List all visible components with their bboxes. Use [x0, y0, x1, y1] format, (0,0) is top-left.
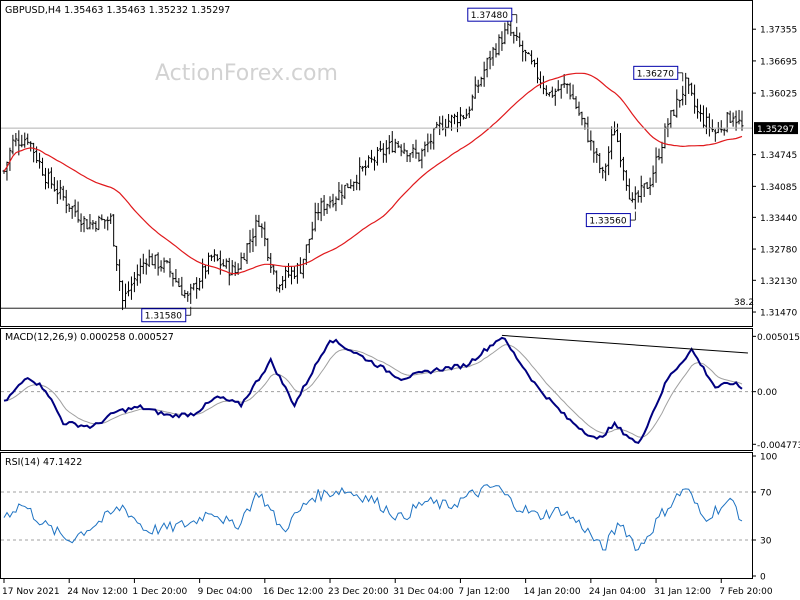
time-axis-label: 24 Nov 12:00: [67, 587, 128, 597]
price-axis-label: 1.31470: [760, 309, 797, 319]
time-axis-label: 14 Jan 20:00: [524, 587, 581, 597]
price-axis-label: 1.34085: [760, 183, 797, 193]
macd-axis-label: 0.00: [757, 388, 777, 398]
swing-label-text: 1.31580: [145, 312, 182, 322]
rsi-chart-title: RSI(14) 47.1422: [5, 457, 82, 468]
moving-average-line: [3, 72, 743, 275]
rsi-panel-frame: [0, 452, 753, 579]
price-axis-label: 1.33440: [760, 214, 797, 224]
rsi-axis-label: 70: [760, 489, 772, 499]
rsi-axis-label: 100: [760, 453, 777, 463]
time-axis-label: 7 Feb 20:00: [719, 587, 773, 597]
swing-label-text: 1.36270: [637, 69, 674, 79]
time-axis-label: 17 Nov 2021: [2, 587, 60, 597]
macd-panel-frame: [0, 328, 753, 451]
axis-layer: 1.37355 1.36695 1.36025 1.35297 1.34745 1.340…: [2, 26, 800, 597]
price-axis-label: 1.32130: [760, 277, 797, 287]
macd-signal-line: [3, 344, 743, 438]
macd-axis-label: -0.004773: [757, 441, 800, 451]
rsi-axis-label: 30: [760, 537, 772, 547]
price-layer: 38.2 1.37480 1.36270 1.33560 1.31580: [1, 7, 754, 323]
time-axis-label: 23 Dec 20:00: [328, 587, 389, 597]
price-chart-title: GBPUSD,H4 1.35463 1.35463 1.35232 1.3529…: [5, 5, 230, 16]
time-axis-label: 7 Jan 12:00: [458, 587, 510, 597]
swing-label-box: [467, 7, 513, 22]
price-axis-label: 1.34745: [760, 151, 797, 161]
price-panel-frame: [0, 0, 753, 327]
price-axis-label: 1.32780: [760, 246, 797, 256]
macd-chart-title: MACD(12,26,9) 0.000258 0.000527: [5, 332, 174, 343]
rsi-line: [3, 484, 743, 552]
swing-label-box: [585, 213, 631, 228]
rsi-layer: [1, 484, 752, 552]
fib-38-2-label: 38.2: [734, 298, 754, 308]
macd-layer: [1, 334, 752, 445]
macd-axis-label: 0.005015: [757, 333, 800, 343]
swing-label-box: [633, 65, 679, 80]
time-axis-label: 24 Jan 04:00: [589, 587, 646, 597]
current-price-tag-text: 1.35297: [757, 125, 794, 135]
swing-label-text: 1.37480: [471, 11, 508, 21]
swing-label-text: 1.33560: [589, 217, 626, 227]
time-axis-label: 1 Dec 20:00: [132, 587, 187, 597]
macd-line: [3, 336, 743, 445]
time-axis-label: 31 Dec 04:00: [393, 587, 454, 597]
time-axis-label: 31 Jan 12:00: [654, 587, 711, 597]
rsi-axis-label: 0: [760, 573, 766, 583]
macd-trendline: [501, 334, 748, 354]
time-axis-label: 16 Dec 12:00: [263, 587, 324, 597]
price-axis-label: 1.36695: [760, 57, 797, 67]
current-price-tag: [754, 122, 798, 135]
watermark: ActionForex.com: [155, 61, 338, 86]
price-axis-label: 1.37355: [760, 26, 797, 36]
swing-label-box: [141, 308, 187, 323]
time-axis-label: 9 Dec 04:00: [198, 587, 253, 597]
price-axis-label: 1.36025: [760, 90, 797, 100]
